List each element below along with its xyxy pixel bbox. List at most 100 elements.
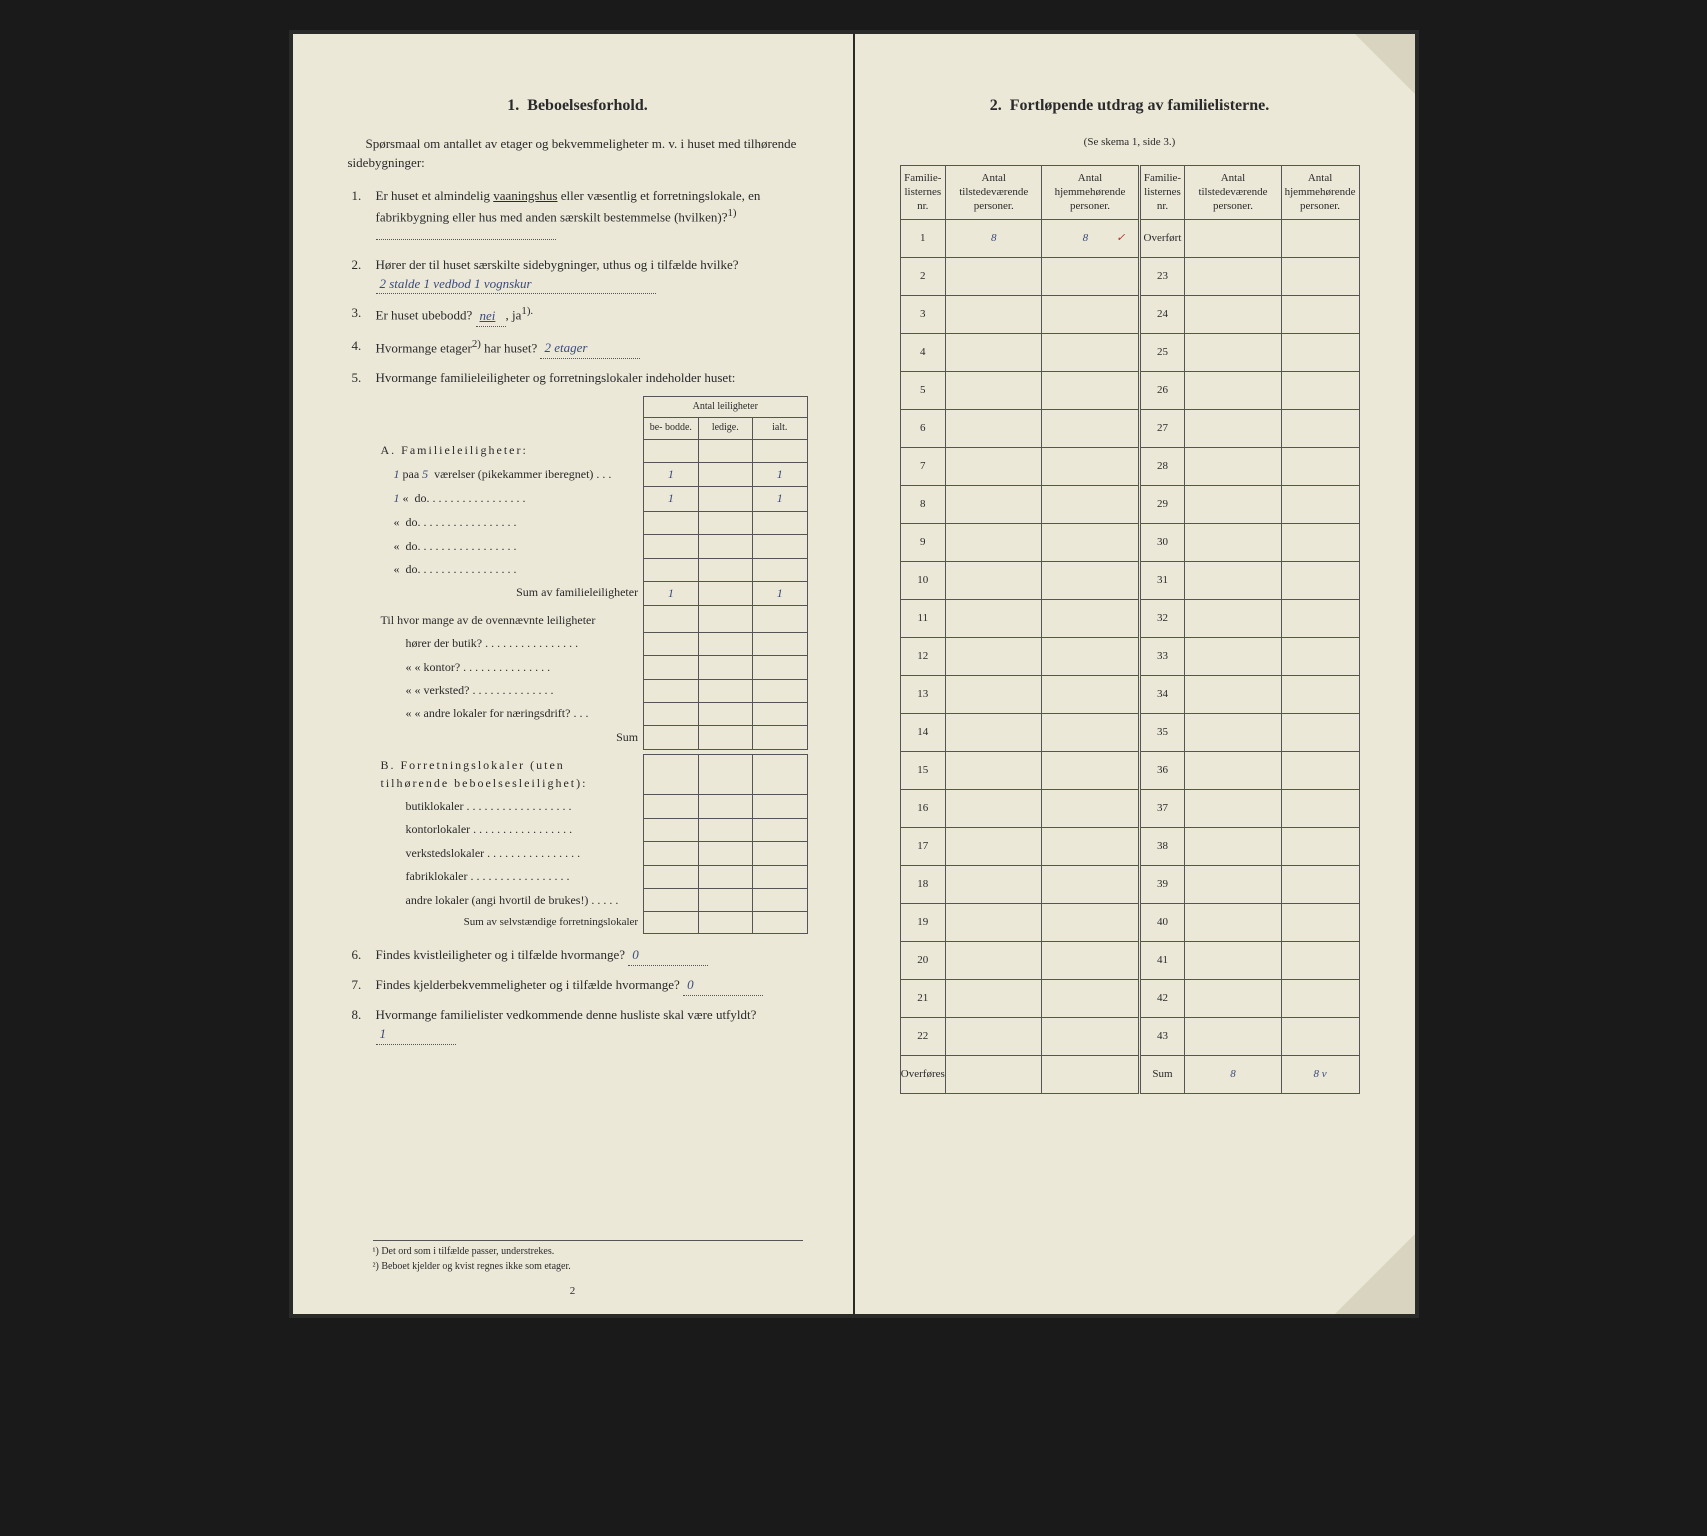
table-row: 1 8 8✓ Overført [900,220,1359,258]
sub-intro: Til hvor mange av de ovennævnte leilighe… [376,606,644,632]
apartments-table: Antal leiligheter be- bodde. ledige. ial… [376,396,808,463]
business-rows: butiklokaler . . . . . . . . . . . . . .… [376,794,808,912]
business-section: B. Forretningslokaler (uten tilhørende b… [376,754,808,796]
table-row: 17 38 [900,828,1359,866]
q-underlined: vaaningshus [493,188,557,203]
sup: 1). [521,305,533,317]
q-num: 4. [352,337,362,356]
heading-num: 1. [507,97,519,114]
apartments-subrows: hører der butik? . . . . . . . . . . . .… [376,632,808,727]
answer-blank: 2 etager [540,339,640,359]
apartments-sum: Sum av familieleiligheter 1 1 Til hvor m… [376,581,808,633]
footnote: ¹) Det ord som i tilfælde passer, unders… [373,1245,803,1260]
q-num: 1. [352,187,362,206]
apartments-rows: 1 paa 5 værelser (pikekammer iberegnet) … [376,462,808,582]
q4: 4. Hvormange etager2) har huset? 2 etage… [376,337,808,359]
table-row: 2 23 [900,258,1359,296]
q-num: 3. [352,304,362,323]
answer-blank: 1 [376,1025,456,1045]
sup: 1) [728,207,737,219]
sum-label: Sum [1139,1056,1185,1094]
table-row: 14 35 [900,714,1359,752]
q-num: 2. [352,256,362,275]
th: Antal tilstedeværende personer. [1185,166,1281,220]
table-row: 9 30 [900,524,1359,562]
q-text: Hører der til huset særskilte sidebygnin… [376,257,739,272]
sum-label: Sum av selvstændige forretningslokaler [376,912,644,934]
q-text: Hvormange familieleiligheter og forretni… [376,370,736,385]
q-num: 7. [352,976,362,995]
page-number: 2 [293,1284,853,1300]
right-page: 2. Fortløpende utdrag av familielisterne… [855,34,1415,1314]
q3: 3. Er huset ubebodd? nei, ja1). [376,304,808,326]
th: Antal tilstedeværende personer. [946,166,1042,220]
q-text: , ja [506,308,522,323]
th: Familie- listernes nr. [900,166,946,220]
answer-blank: 0 [628,946,708,966]
q2: 2. Hører der til huset særskilte sidebyg… [376,256,808,295]
sup: 2) [472,338,481,350]
heading-text: Fortløpende utdrag av familielisterne. [1010,97,1270,114]
table-row: 12 33 [900,638,1359,676]
footnotes: ¹) Det ord som i tilfælde passer, unders… [373,1240,803,1274]
q-text: Er huset et almindelig [376,188,494,203]
table-row: 6 27 [900,410,1359,448]
q7: 7. Findes kjelderbekvemmeligheter og i t… [376,976,808,996]
question-list: 1. Er huset et almindelig vaaningshus el… [348,187,808,1045]
business-sum: Sum av selvstændige forretningslokaler [376,911,808,934]
sum-value: 8 v [1281,1056,1359,1094]
answer-blank: 2 stalde 1 vedbod 1 vognskur [376,275,656,295]
book-spread: 1. Beboelsesforhold. Spørsmaal om antall… [289,30,1419,1318]
th: Antal leiligheter [644,396,807,418]
right-heading: 2. Fortløpende utdrag av familielisterne… [900,94,1360,117]
left-heading: 1. Beboelsesforhold. [348,94,808,117]
heading-num: 2. [990,97,1002,114]
q-num: 5. [352,369,362,388]
q-num: 6. [352,946,362,965]
sub-sum: Sum [376,725,808,749]
answer-underlined: nei [480,308,496,323]
footnote: ²) Beboet kjelder og kvist regnes ikke s… [373,1260,803,1275]
table-row: 16 37 [900,790,1359,828]
table-row: 18 39 [900,866,1359,904]
table-row: 13 34 [900,676,1359,714]
q6: 6. Findes kvistleiligheter og i tilfælde… [376,946,808,966]
overfores-label: Overføres [900,1056,946,1094]
table-row: 19 40 [900,904,1359,942]
th: Familie- listernes nr. [1139,166,1185,220]
heading-text: Beboelsesforhold. [527,97,647,114]
th: be- bodde. [644,418,698,440]
section-title: B. Forretningslokaler (uten tilhørende b… [376,754,644,795]
subheading: (Se skema 1, side 3.) [900,135,1360,151]
table-row: 10 31 [900,562,1359,600]
q-text: Findes kjelderbekvemmeligheter og i tilf… [376,977,680,992]
table-row: 15 36 [900,752,1359,790]
answer-blank: 0 [683,976,763,996]
table-row: 11 32 [900,600,1359,638]
sum-label: Sum [376,726,644,749]
q-text: Findes kvistleiligheter og i tilfælde hv… [376,947,625,962]
q-text: Hvormange etager [376,340,472,355]
table-row: 21 42 [900,980,1359,1018]
cell: 1 [644,581,698,605]
answer-blank [376,239,556,240]
th: Antal hjemmehørende personer. [1042,166,1139,220]
cell [698,581,752,605]
q-text: Hvormange familielister vedkommende denn… [376,1007,757,1022]
section-title: A. Familieleiligheter: [376,439,644,462]
family-list-table: Familie- listernes nr. Antal tilstedevær… [900,165,1360,1094]
q8: 8. Hvormange familielister vedkommende d… [376,1006,808,1045]
th: ialt. [753,418,807,440]
table-row: 20 41 [900,942,1359,980]
table-row: 3 24 [900,296,1359,334]
q-text: Er huset ubebodd? [376,308,473,323]
intro-text: Spørsmaal om antallet av etager og bekve… [348,135,808,173]
th: Antal hjemmehørende personer. [1281,166,1359,220]
table-row: 7 28 [900,448,1359,486]
cell: 1 [753,581,807,605]
table-row: 5 26 [900,372,1359,410]
th: ledige. [698,418,752,440]
q-num: 8. [352,1006,362,1025]
table-row: 22 43 [900,1018,1359,1056]
q-text: har huset? [481,340,537,355]
